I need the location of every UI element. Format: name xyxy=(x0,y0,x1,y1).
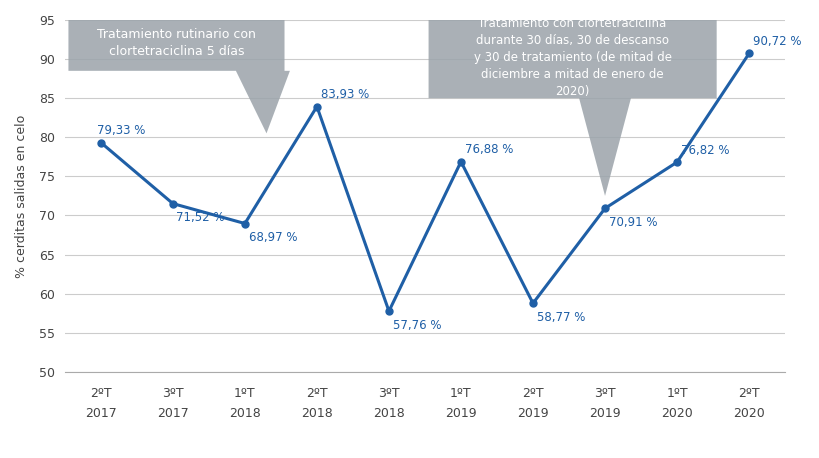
Text: 2ºT: 2ºT xyxy=(305,387,328,400)
Text: 90,72 %: 90,72 % xyxy=(752,35,800,48)
Text: 68,97 %: 68,97 % xyxy=(248,231,296,244)
Text: 2018: 2018 xyxy=(301,407,333,420)
Text: Tratamiento con clortetraciclina
durante 30 días, 30 de descanso
y 30 de tratami: Tratamiento con clortetraciclina durante… xyxy=(473,17,671,98)
Text: 2017: 2017 xyxy=(85,407,116,420)
Text: 2020: 2020 xyxy=(732,407,764,420)
Text: 1ºT: 1ºT xyxy=(233,387,256,400)
Text: 2ºT: 2ºT xyxy=(522,387,543,400)
Y-axis label: % cerditas salidas en celo: % cerditas salidas en celo xyxy=(15,114,28,278)
Text: 57,76 %: 57,76 % xyxy=(392,319,441,332)
Text: 79,33 %: 79,33 % xyxy=(97,124,146,137)
Text: 1ºT: 1ºT xyxy=(450,387,471,400)
Text: 76,82 %: 76,82 % xyxy=(680,144,728,157)
Text: 58,77 %: 58,77 % xyxy=(536,311,584,324)
Text: 76,88 %: 76,88 % xyxy=(464,143,513,157)
Text: 3ºT: 3ºT xyxy=(378,387,400,400)
Text: 2020: 2020 xyxy=(660,407,692,420)
Text: 3ºT: 3ºT xyxy=(594,387,615,400)
Text: 2019: 2019 xyxy=(517,407,548,420)
Text: 2ºT: 2ºT xyxy=(737,387,759,400)
Text: 83,93 %: 83,93 % xyxy=(320,88,369,101)
Text: 70,91 %: 70,91 % xyxy=(608,216,656,229)
Text: 2018: 2018 xyxy=(373,407,405,420)
Polygon shape xyxy=(428,18,716,196)
Text: 2019: 2019 xyxy=(445,407,476,420)
Text: 2017: 2017 xyxy=(156,407,188,420)
Text: Tratamiento rutinario con
clortetraciclina 5 días: Tratamiento rutinario con clortetracicli… xyxy=(97,28,256,59)
Text: 1ºT: 1ºT xyxy=(665,387,687,400)
Text: 71,52 %: 71,52 % xyxy=(176,211,224,224)
Text: 2018: 2018 xyxy=(229,407,260,420)
Polygon shape xyxy=(68,18,290,133)
Text: 3ºT: 3ºT xyxy=(162,387,183,400)
Text: 2019: 2019 xyxy=(589,407,620,420)
Text: 2ºT: 2ºT xyxy=(90,387,111,400)
